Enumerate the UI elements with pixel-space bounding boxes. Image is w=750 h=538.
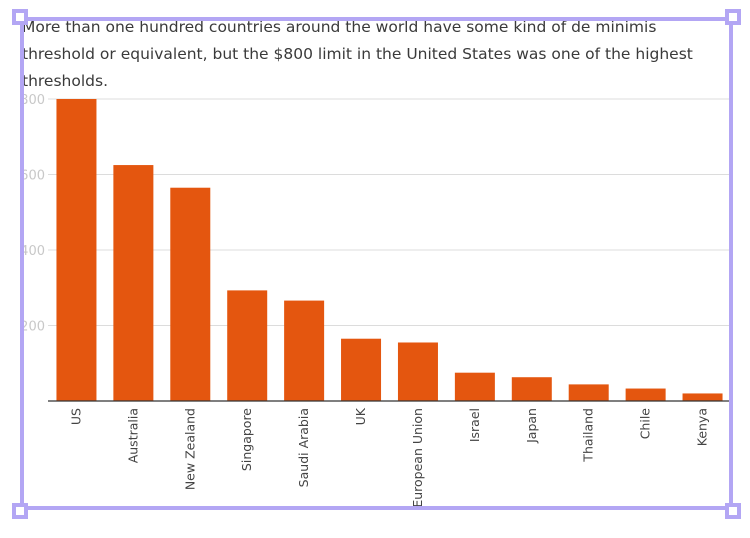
resize-handle-top-left[interactable] xyxy=(12,9,28,25)
resize-handle-top-right[interactable] xyxy=(725,9,741,25)
bar xyxy=(454,372,495,401)
bar xyxy=(511,377,552,401)
x-tick-label: Saudi Arabia xyxy=(296,408,311,487)
x-tick-label: Australia xyxy=(125,408,140,463)
x-tick-label: Israel xyxy=(467,408,482,442)
y-tick-label: 800 xyxy=(20,93,45,108)
resize-handle-bottom-right[interactable] xyxy=(725,503,741,519)
bar xyxy=(170,187,211,401)
bar xyxy=(625,388,666,401)
x-tick-label: Singapore xyxy=(239,408,254,471)
x-tick-label: Chile xyxy=(638,408,653,440)
bar xyxy=(568,384,609,401)
x-tick-label: US xyxy=(68,408,83,425)
bar xyxy=(113,165,154,401)
y-tick-label: 400 xyxy=(20,244,45,259)
y-tick-label: 200 xyxy=(20,320,45,335)
resize-handle-bottom-left[interactable] xyxy=(12,503,28,519)
x-tick-label: UK xyxy=(353,407,368,425)
x-tick-label: Kenya xyxy=(695,408,710,446)
bar xyxy=(397,342,438,401)
x-tick-label: New Zealand xyxy=(182,408,197,490)
bar xyxy=(341,338,382,401)
bar xyxy=(284,300,325,401)
y-tick-label: 600 xyxy=(20,169,45,184)
x-tick-label: European Union xyxy=(410,408,425,508)
bar xyxy=(56,99,97,401)
chart-caption: More than one hundred countries around t… xyxy=(22,18,693,90)
x-tick-label: Thailand xyxy=(581,408,596,463)
x-tick-label: Japan xyxy=(524,408,539,444)
bar xyxy=(227,290,268,401)
bar xyxy=(682,393,723,401)
